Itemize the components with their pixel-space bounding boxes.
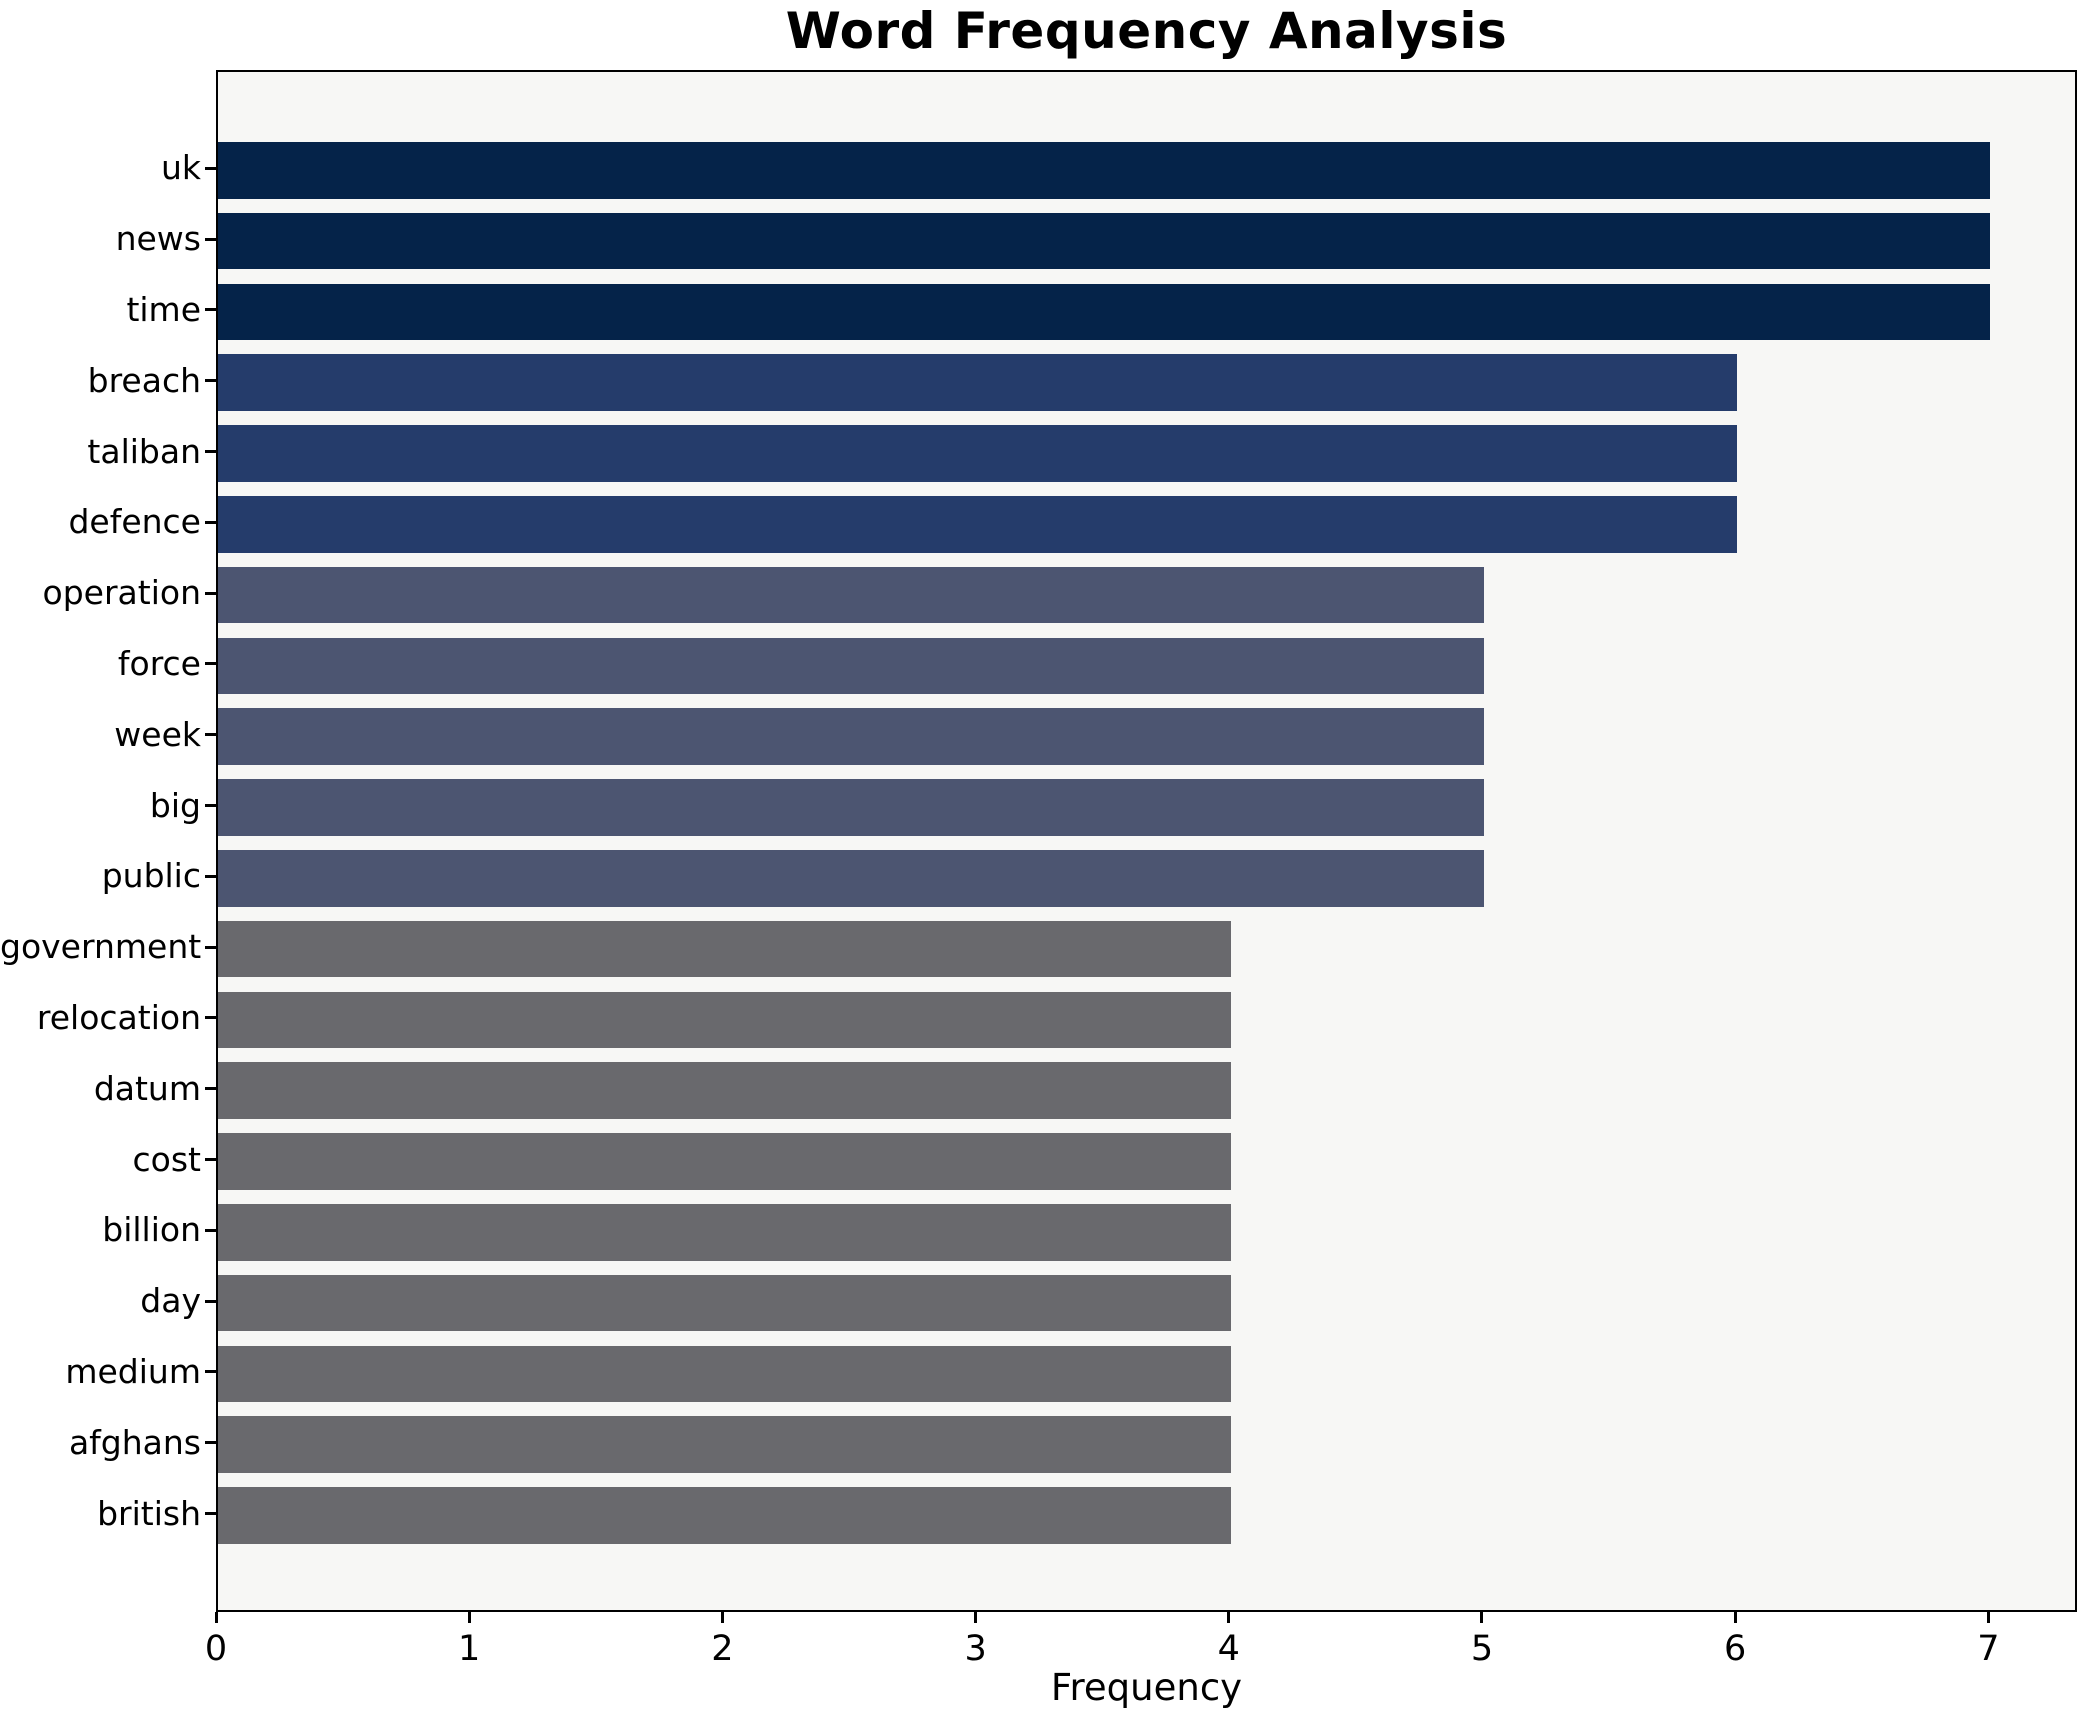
y-axis-label-operation: operation [42, 573, 201, 613]
bar-taliban [218, 425, 1738, 482]
y-tick-operation [205, 591, 216, 595]
bar-breach [218, 354, 1738, 411]
y-tick-time [205, 308, 216, 312]
y-tick-day [205, 1299, 216, 1303]
x-tick-2 [720, 1612, 724, 1623]
y-axis-label-cost: cost [132, 1139, 201, 1179]
y-tick-cost [205, 1158, 216, 1161]
x-tick-0 [214, 1612, 218, 1623]
x-tick-label-3: 3 [964, 1629, 987, 1669]
bar-public [218, 850, 1484, 907]
bar-defence [218, 496, 1738, 553]
x-tick-6 [1733, 1612, 1737, 1623]
bar-big [218, 779, 1484, 836]
y-axis-label-relocation: relocation [36, 997, 201, 1037]
y-tick-relocation [205, 1016, 216, 1020]
y-axis-label-medium: medium [65, 1351, 201, 1391]
bar-week [218, 708, 1484, 765]
bars-container [218, 72, 2075, 1610]
x-tick-label-4: 4 [1217, 1629, 1240, 1669]
bar-medium [218, 1345, 1231, 1403]
y-tick-medium [205, 1370, 216, 1374]
bar-news [218, 212, 1991, 270]
y-tick-afghans [205, 1441, 216, 1445]
x-tick-label-0: 0 [204, 1629, 228, 1669]
bar-afghans [218, 1416, 1231, 1473]
y-tick-government [205, 945, 216, 949]
x-tick-label-6: 6 [1724, 1629, 1747, 1669]
y-axis-label-public: public [101, 856, 201, 896]
y-axis-label-time: time [126, 289, 201, 329]
y-tick-british [205, 1512, 216, 1515]
bar-government [218, 920, 1231, 978]
y-tick-public [205, 874, 216, 878]
y-axis-label-british: british [97, 1493, 201, 1533]
x-tick-label-2: 2 [711, 1629, 734, 1669]
x-tick-7 [1986, 1612, 1990, 1623]
y-axis-label-datum: datum [93, 1068, 201, 1108]
x-tick-4 [1227, 1612, 1231, 1623]
y-axis-label-afghans: afghans [68, 1422, 201, 1462]
y-tick-datum [205, 1087, 216, 1091]
x-tick-label-5: 5 [1470, 1629, 1494, 1669]
x-tick-label-1: 1 [458, 1629, 481, 1669]
bar-billion [218, 1204, 1231, 1261]
chart-title: Word Frequency Analysis [785, 2, 1508, 60]
y-tick-uk [205, 166, 216, 170]
y-tick-defence [205, 520, 216, 524]
y-axis-label-news: news [115, 219, 201, 259]
x-tick-5 [1480, 1612, 1484, 1623]
y-axis-label-force: force [117, 643, 201, 683]
y-axis-label-uk: uk [160, 148, 201, 188]
y-tick-billion [205, 1228, 216, 1232]
y-axis-label-billion: billion [102, 1210, 201, 1250]
y-axis-label-breach: breach [87, 360, 201, 400]
y-tick-big [205, 804, 216, 807]
y-tick-news [205, 237, 216, 241]
bar-time [218, 283, 1991, 341]
y-axis-label-defence: defence [68, 502, 201, 542]
bar-datum [218, 1062, 1231, 1119]
x-tick-1 [467, 1612, 471, 1623]
y-tick-week [205, 733, 216, 737]
x-tick-3 [974, 1612, 978, 1623]
y-axis-label-taliban: taliban [87, 431, 201, 471]
bar-uk [218, 142, 1991, 199]
y-axis-label-day: day [140, 1281, 201, 1321]
y-axis-label-big: big [149, 785, 201, 825]
y-tick-taliban [205, 450, 216, 453]
bar-relocation [218, 991, 1231, 1049]
x-tick-label-7: 7 [1977, 1629, 2000, 1669]
bar-british [218, 1487, 1231, 1544]
bar-force [218, 637, 1484, 695]
y-tick-breach [205, 379, 216, 383]
bar-cost [218, 1133, 1231, 1190]
y-tick-force [205, 662, 216, 666]
bar-day [218, 1274, 1231, 1332]
y-axis-label-week: week [114, 714, 201, 754]
plot-area [216, 70, 2077, 1612]
bar-operation [218, 566, 1484, 624]
y-axis-label-government: government [0, 927, 202, 967]
x-axis-label: Frequency [1050, 1666, 1243, 1709]
